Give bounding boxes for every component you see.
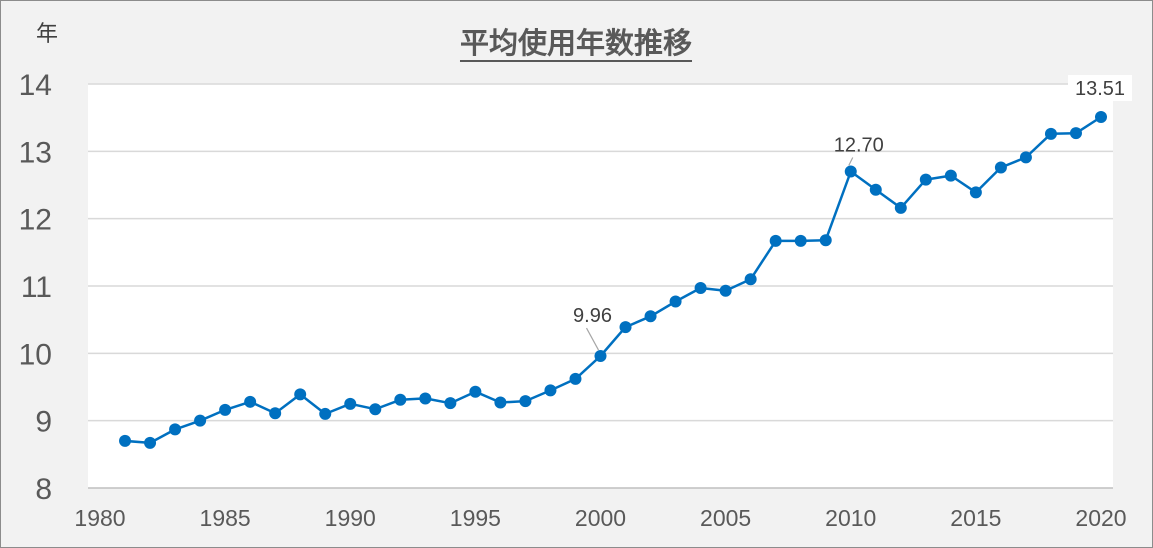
data-point xyxy=(694,282,707,295)
y-axis-ticks: 8 9 10 11 12 13 14 xyxy=(19,69,52,506)
data-point xyxy=(819,234,832,247)
data-point xyxy=(194,414,207,427)
data-point xyxy=(944,169,957,182)
series-points xyxy=(119,110,1107,449)
data-point xyxy=(744,273,757,286)
x-axis-ticks: 1980 1985 1990 1995 2000 2005 2010 2015 2020 xyxy=(74,505,1126,531)
data-point xyxy=(894,201,907,214)
x-tick-label: 1980 xyxy=(74,505,125,531)
data-point xyxy=(144,436,157,449)
data-point xyxy=(419,392,432,405)
x-tick-label: 1990 xyxy=(325,505,376,531)
data-point xyxy=(669,295,682,308)
series-line xyxy=(124,115,1102,445)
data-label: 9.96 xyxy=(573,305,612,327)
x-tick-label: 1985 xyxy=(200,505,251,531)
data-point xyxy=(494,396,507,409)
y-tick-label: 11 xyxy=(21,271,52,304)
data-point xyxy=(344,397,357,410)
x-tick-label: 2020 xyxy=(1075,505,1126,531)
data-point xyxy=(719,284,732,297)
data-label: 13.51 xyxy=(1075,78,1125,100)
data-point xyxy=(369,403,382,416)
y-tick-label: 10 xyxy=(19,338,52,371)
y-tick-label: 13 xyxy=(19,136,52,169)
x-tick-label: 2005 xyxy=(700,505,751,531)
x-tick-label: 2000 xyxy=(575,505,626,531)
data-point xyxy=(569,372,582,385)
data-point xyxy=(444,397,457,410)
data-point xyxy=(294,388,307,401)
data-point xyxy=(1095,110,1107,123)
y-tick-label: 12 xyxy=(19,204,52,237)
data-point xyxy=(119,434,132,447)
data-point xyxy=(519,395,532,408)
y-tick-label: 14 xyxy=(19,69,52,102)
y-tick-label: 8 xyxy=(35,473,52,506)
data-label: 12.70 xyxy=(834,135,884,157)
data-point xyxy=(269,407,282,420)
x-tick-label: 2010 xyxy=(825,505,876,531)
data-point xyxy=(644,310,657,323)
data-point xyxy=(869,183,882,196)
x-tick-label: 1995 xyxy=(450,505,501,531)
data-point xyxy=(544,384,557,397)
data-point xyxy=(994,161,1007,174)
data-label-background xyxy=(1068,74,1132,101)
data-point xyxy=(794,234,807,247)
data-labels: 9.96 12.70 13.51 xyxy=(573,74,1132,351)
data-point xyxy=(394,393,407,406)
data-point xyxy=(769,234,782,247)
data-point xyxy=(1019,151,1032,164)
data-point xyxy=(594,350,607,363)
data-point xyxy=(844,165,857,178)
y-axis-unit-label: 年 xyxy=(36,22,58,47)
data-point xyxy=(169,423,182,436)
data-point xyxy=(469,385,482,398)
data-point xyxy=(619,321,632,334)
x-tick-label: 2015 xyxy=(950,505,1001,531)
series-line-layer xyxy=(124,115,1102,445)
data-point xyxy=(919,173,932,186)
chart-title: 平均使用年数推移 xyxy=(460,26,692,60)
data-point xyxy=(244,395,257,408)
data-label-leader xyxy=(848,157,854,166)
data-point xyxy=(1044,127,1057,140)
data-point xyxy=(319,407,332,420)
y-tick-label: 9 xyxy=(35,406,52,439)
data-label-leader xyxy=(585,327,600,351)
data-point xyxy=(219,403,232,416)
data-point xyxy=(1069,127,1082,140)
data-point xyxy=(969,186,982,199)
